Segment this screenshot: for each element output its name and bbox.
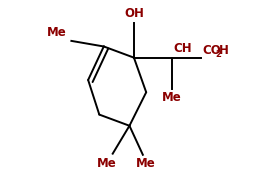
Text: Me: Me — [47, 26, 67, 39]
Text: Me: Me — [97, 157, 117, 170]
Text: Me: Me — [136, 157, 156, 170]
Text: CH: CH — [173, 42, 192, 55]
Text: CO: CO — [202, 44, 221, 57]
Text: Me: Me — [162, 91, 182, 104]
Text: OH: OH — [124, 7, 144, 20]
Text: H: H — [219, 44, 229, 57]
Text: 2: 2 — [215, 50, 221, 59]
